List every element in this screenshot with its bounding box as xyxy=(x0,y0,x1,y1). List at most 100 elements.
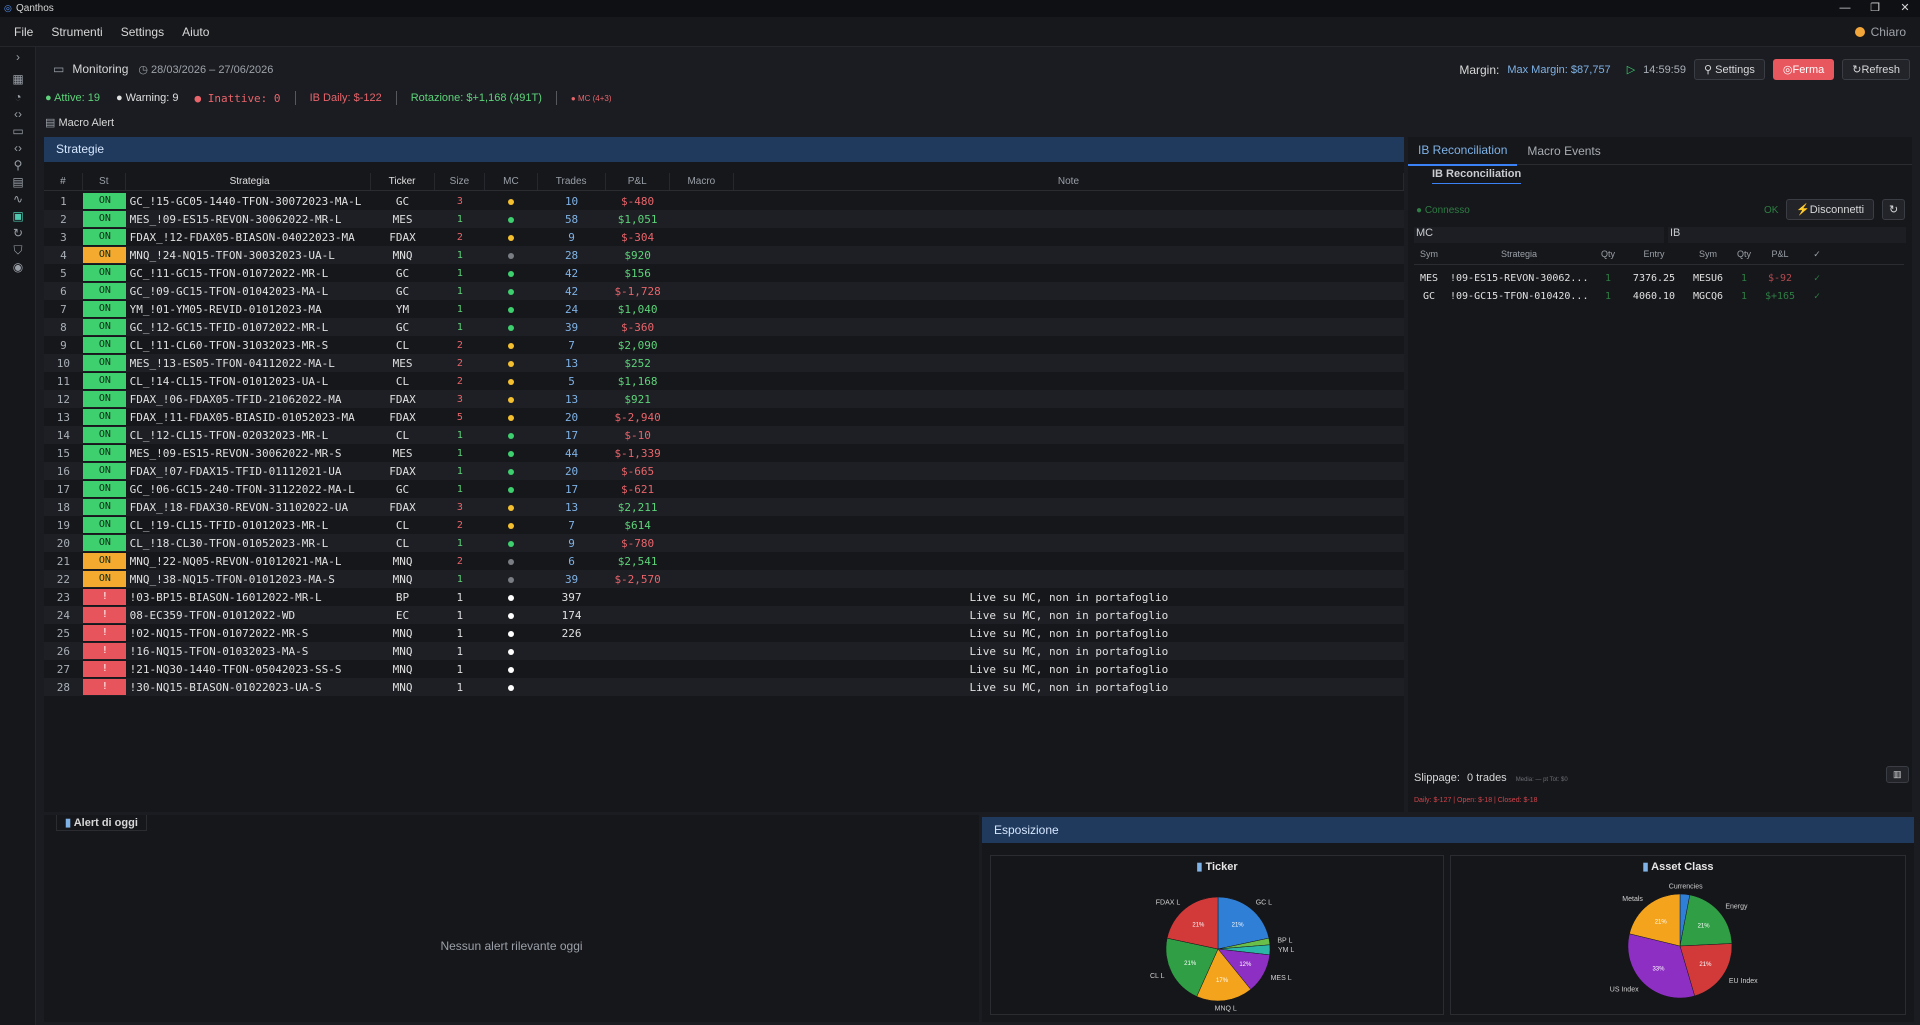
status-badge[interactable]: ON xyxy=(82,499,126,515)
table-row[interactable]: 18 ON FDAX_!18-FDAX30-REVON-31102022-UA FDA… xyxy=(44,498,1404,516)
table-row[interactable]: 26! !16-NQ15-TFON-01032023-MA-S MNQ 1 Live s… xyxy=(44,642,1404,660)
col-header[interactable]: Size xyxy=(435,173,486,190)
table-row[interactable]: 7 ON YM_!01-YM05-REVID-01012023-MA YM 1 24 $1,… xyxy=(44,300,1404,318)
status-badge[interactable]: ! xyxy=(82,589,126,605)
pie-slice-eu-index[interactable] xyxy=(1679,943,1733,997)
table-row[interactable]: 28! !30-NQ15-BIASON-01022023-UA-S MNQ 1 Live… xyxy=(44,678,1404,696)
close-icon[interactable]: ✕ xyxy=(1900,2,1910,14)
table-row[interactable]: 1 ON GC_!15-GC05-1440-TFON-30072023-MA-L GC… xyxy=(44,192,1404,210)
status-badge[interactable]: ! xyxy=(82,661,126,677)
play-icon[interactable]: ▷ xyxy=(1626,64,1636,76)
status-badge[interactable]: ON xyxy=(82,481,126,497)
status-badge[interactable]: ON xyxy=(82,247,126,263)
table-row[interactable]: 2 ON MES_!09-ES15-REVON-30062022-MR-L MES 1 5… xyxy=(44,210,1404,228)
col-header[interactable]: Ticker xyxy=(371,173,435,190)
status-badge[interactable]: ON xyxy=(82,571,126,587)
monitor-icon[interactable]: ▣ xyxy=(12,209,24,223)
table-row[interactable]: 27! !21-NQ30-1440-TFON-05042023-SS-S MNQ 1 L… xyxy=(44,660,1404,678)
date-range[interactable]: ◷ 28/03/2026 – 27/06/2026 xyxy=(138,63,273,76)
chart-pie-icon[interactable]: ◔ xyxy=(14,90,22,104)
pie-slice-us-index[interactable] xyxy=(1627,933,1695,999)
pie-slice-gc-l[interactable] xyxy=(1217,896,1270,950)
settings-button[interactable]: ⚲ Settings xyxy=(1693,59,1765,80)
col-header[interactable]: St xyxy=(83,173,126,190)
status-badge[interactable]: ON xyxy=(82,427,126,443)
stop-button[interactable]: ◎Ferma xyxy=(1772,59,1835,80)
status-badge[interactable]: ON xyxy=(82,553,126,569)
disconnect-button[interactable]: ⚡Disconnetti xyxy=(1786,199,1875,220)
menu-file[interactable]: File xyxy=(14,24,34,39)
ib-row[interactable]: MES !09-ES15-REVON-30062... 1 7376.25 ME… xyxy=(1414,269,1904,287)
table-row[interactable]: 12 ON FDAX_!06-FDAX05-TFID-21062022-MA FDAX… xyxy=(44,390,1404,408)
status-badge[interactable]: ON xyxy=(82,319,126,335)
activity-icon[interactable]: ∿ xyxy=(12,192,24,206)
menu-aiuto[interactable]: Aiuto xyxy=(182,24,210,39)
status-badge[interactable]: ON xyxy=(82,445,126,461)
table-row[interactable]: 9 ON CL_!11-CL60-TFON-31032023-MR-S CL 2 7 $2,… xyxy=(44,336,1404,354)
ib-row[interactable]: GC !09-GC15-TFON-010420... 1 4060.10 MGC… xyxy=(1414,287,1904,305)
status-badge[interactable]: ! xyxy=(82,679,126,695)
col-header[interactable]: # xyxy=(44,173,83,190)
status-badge[interactable]: ON xyxy=(82,517,126,533)
status-badge[interactable]: ON xyxy=(82,193,126,209)
status-badge[interactable]: ON xyxy=(82,265,126,281)
table-row[interactable]: 22 ON MNQ_!38-NQ15-TFON-01012023-MA-S MNQ 1 3… xyxy=(44,570,1404,588)
calendar-icon[interactable]: ▤ xyxy=(12,175,24,189)
minimize-icon[interactable]: — xyxy=(1839,2,1851,14)
status-badge[interactable]: ON xyxy=(82,283,126,299)
table-row[interactable]: 5 ON GC_!11-GC15-TFON-01072022-MR-L GC 1 42 $1… xyxy=(44,264,1404,282)
status-badge[interactable]: ON xyxy=(82,409,126,425)
refresh-button[interactable]: ↻Refresh xyxy=(1842,59,1910,80)
table-row[interactable]: 16 ON FDAX_!07-FDAX15-TFID-01112021-UA FDAX… xyxy=(44,462,1404,480)
col-header[interactable]: Note xyxy=(734,173,1405,190)
table-row[interactable]: 20 ON CL_!18-CL30-TFON-01052023-MR-L CL 1 9 $-… xyxy=(44,534,1404,552)
status-badge[interactable]: ON xyxy=(82,337,126,353)
pie-slice-cl-l[interactable] xyxy=(1165,937,1219,997)
code-icon[interactable]: ‹› xyxy=(14,107,22,121)
table-row[interactable]: 6 ON GC_!09-GC15-TFON-01042023-MA-L GC 1 42 $-… xyxy=(44,282,1404,300)
expand-sidebar-icon[interactable]: › xyxy=(16,50,20,64)
code-alt-icon[interactable]: ‹› xyxy=(14,141,22,155)
status-badge[interactable]: ON xyxy=(82,301,126,317)
slippage-chart-button[interactable]: ▥ xyxy=(1886,766,1909,783)
col-header[interactable]: Trades xyxy=(538,173,606,190)
table-row[interactable]: 3 ON FDAX_!12-FDAX05-BIASON-04022023-MA FDA… xyxy=(44,228,1404,246)
pie-slice-metals[interactable] xyxy=(1629,893,1681,947)
menu-strumenti[interactable]: Strumenti xyxy=(51,24,103,39)
status-badge[interactable]: ON xyxy=(82,391,126,407)
table-row[interactable]: 13 ON FDAX_!11-FDAX05-BIASID-01052023-MA FD… xyxy=(44,408,1404,426)
menu-settings[interactable]: Settings xyxy=(120,24,165,39)
macro-alert[interactable]: ▤ Macro Alert xyxy=(45,116,114,129)
table-row[interactable]: 8 ON GC_!12-GC15-TFID-01072022-MR-L GC 1 39 $-… xyxy=(44,318,1404,336)
shield-icon[interactable]: ⛉ xyxy=(13,243,23,257)
col-header[interactable]: Strategia xyxy=(126,173,371,190)
theme-toggle[interactable]: Chiaro xyxy=(1854,25,1906,39)
col-header[interactable]: Macro xyxy=(670,173,734,190)
status-badge[interactable]: ! xyxy=(82,625,126,641)
table-row[interactable]: 10 ON MES_!13-ES05-TFON-04112022-MA-L MES 2 1… xyxy=(44,354,1404,372)
col-header[interactable]: P&L xyxy=(606,173,670,190)
status-badge[interactable]: ! xyxy=(82,607,126,623)
table-row[interactable]: 25! !02-NQ15-TFON-01072022-MR-S MNQ 1 226 Liv… xyxy=(44,624,1404,642)
dashboard-icon[interactable]: ▦ xyxy=(12,72,24,86)
tab-macro-events[interactable]: Macro Events xyxy=(1527,143,1601,158)
status-badge[interactable]: ! xyxy=(82,643,126,659)
status-badge[interactable]: ON xyxy=(82,211,126,227)
table-row[interactable]: 14 ON CL_!12-CL15-TFON-02032023-MR-L CL 1 17 $… xyxy=(44,426,1404,444)
pie-slice-energy[interactable] xyxy=(1679,894,1733,947)
table-row[interactable]: 17 ON GC_!06-GC15-240-TFON-31122022-MA-L GC… xyxy=(44,480,1404,498)
table-row[interactable]: 11 ON CL_!14-CL15-TFON-01012023-UA-L CL 2 5 $1… xyxy=(44,372,1404,390)
status-badge[interactable]: ON xyxy=(82,229,126,245)
sync-icon[interactable]: ↻ xyxy=(12,226,24,240)
maximize-icon[interactable]: ❐ xyxy=(1870,2,1880,14)
ib-refresh-button[interactable]: ↻ xyxy=(1882,199,1906,220)
status-badge[interactable]: ON xyxy=(82,355,126,371)
table-row[interactable]: 23! !03-BP15-BIASON-16012022-MR-L BP 1 397 Li… xyxy=(44,588,1404,606)
table-row[interactable]: 4 ON MNQ_!24-NQ15-TFON-30032023-UA-L MNQ 1 28… xyxy=(44,246,1404,264)
pie-slice-mnq-l[interactable] xyxy=(1196,948,1252,1002)
wrench-icon[interactable]: ⚲ xyxy=(13,158,23,172)
status-badge[interactable]: ON xyxy=(82,535,126,551)
settings-circle-icon[interactable]: ◉ xyxy=(12,260,24,274)
pie-slice-fdax-l[interactable] xyxy=(1166,896,1219,950)
table-row[interactable]: 24! 08-EC359-TFON-01012022-WD EC 1 174 Live s… xyxy=(44,606,1404,624)
